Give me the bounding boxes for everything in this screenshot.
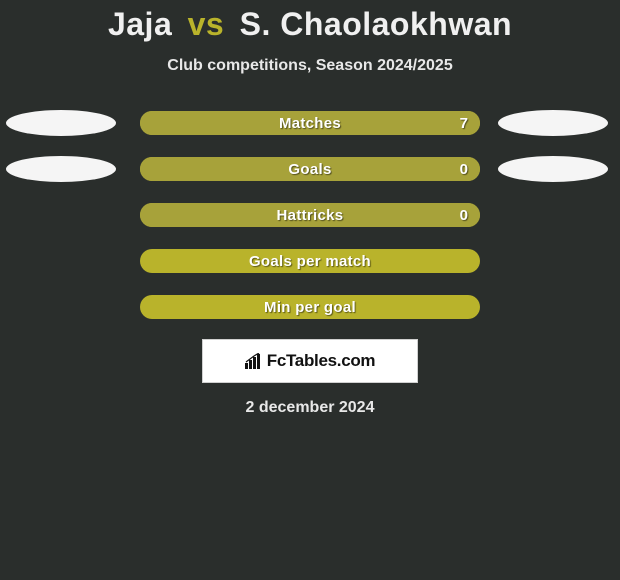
stat-label: Goals per match xyxy=(140,249,480,273)
subtitle: Club competitions, Season 2024/2025 xyxy=(0,57,620,75)
stat-bar: Min per goal xyxy=(140,295,480,319)
page-title: Jaja vs S. Chaolaokhwan xyxy=(0,0,620,43)
player-ellipse-left xyxy=(6,110,116,136)
logo-box: FcTables.com xyxy=(202,339,418,383)
title-player1: Jaja xyxy=(108,6,172,42)
stat-row: Goals per match xyxy=(0,249,620,273)
player-ellipse-right xyxy=(498,110,608,136)
stat-bar: Matches7 xyxy=(140,111,480,135)
stat-row: Matches7 xyxy=(0,111,620,135)
title-player2: S. Chaolaokhwan xyxy=(240,6,512,42)
stat-bar: Goals0 xyxy=(140,157,480,181)
stat-row: Hattricks0 xyxy=(0,203,620,227)
stat-label: Goals xyxy=(140,157,480,181)
stat-label: Matches xyxy=(140,111,480,135)
stat-value-p2: 0 xyxy=(460,203,468,227)
stat-bar: Hattricks0 xyxy=(140,203,480,227)
stat-label: Min per goal xyxy=(140,295,480,319)
title-vs: vs xyxy=(188,6,225,42)
stat-value-p2: 7 xyxy=(460,111,468,135)
stat-rows: Matches7Goals0Hattricks0Goals per matchM… xyxy=(0,111,620,319)
stat-value-p2: 0 xyxy=(460,157,468,181)
stat-label: Hattricks xyxy=(140,203,480,227)
player-ellipse-left xyxy=(6,156,116,182)
bar-chart-icon xyxy=(245,353,263,369)
stat-row: Min per goal xyxy=(0,295,620,319)
logo-text: FcTables.com xyxy=(267,351,376,371)
player-ellipse-right xyxy=(498,156,608,182)
stat-bar: Goals per match xyxy=(140,249,480,273)
footer-date: 2 december 2024 xyxy=(0,399,620,417)
stat-row: Goals0 xyxy=(0,157,620,181)
